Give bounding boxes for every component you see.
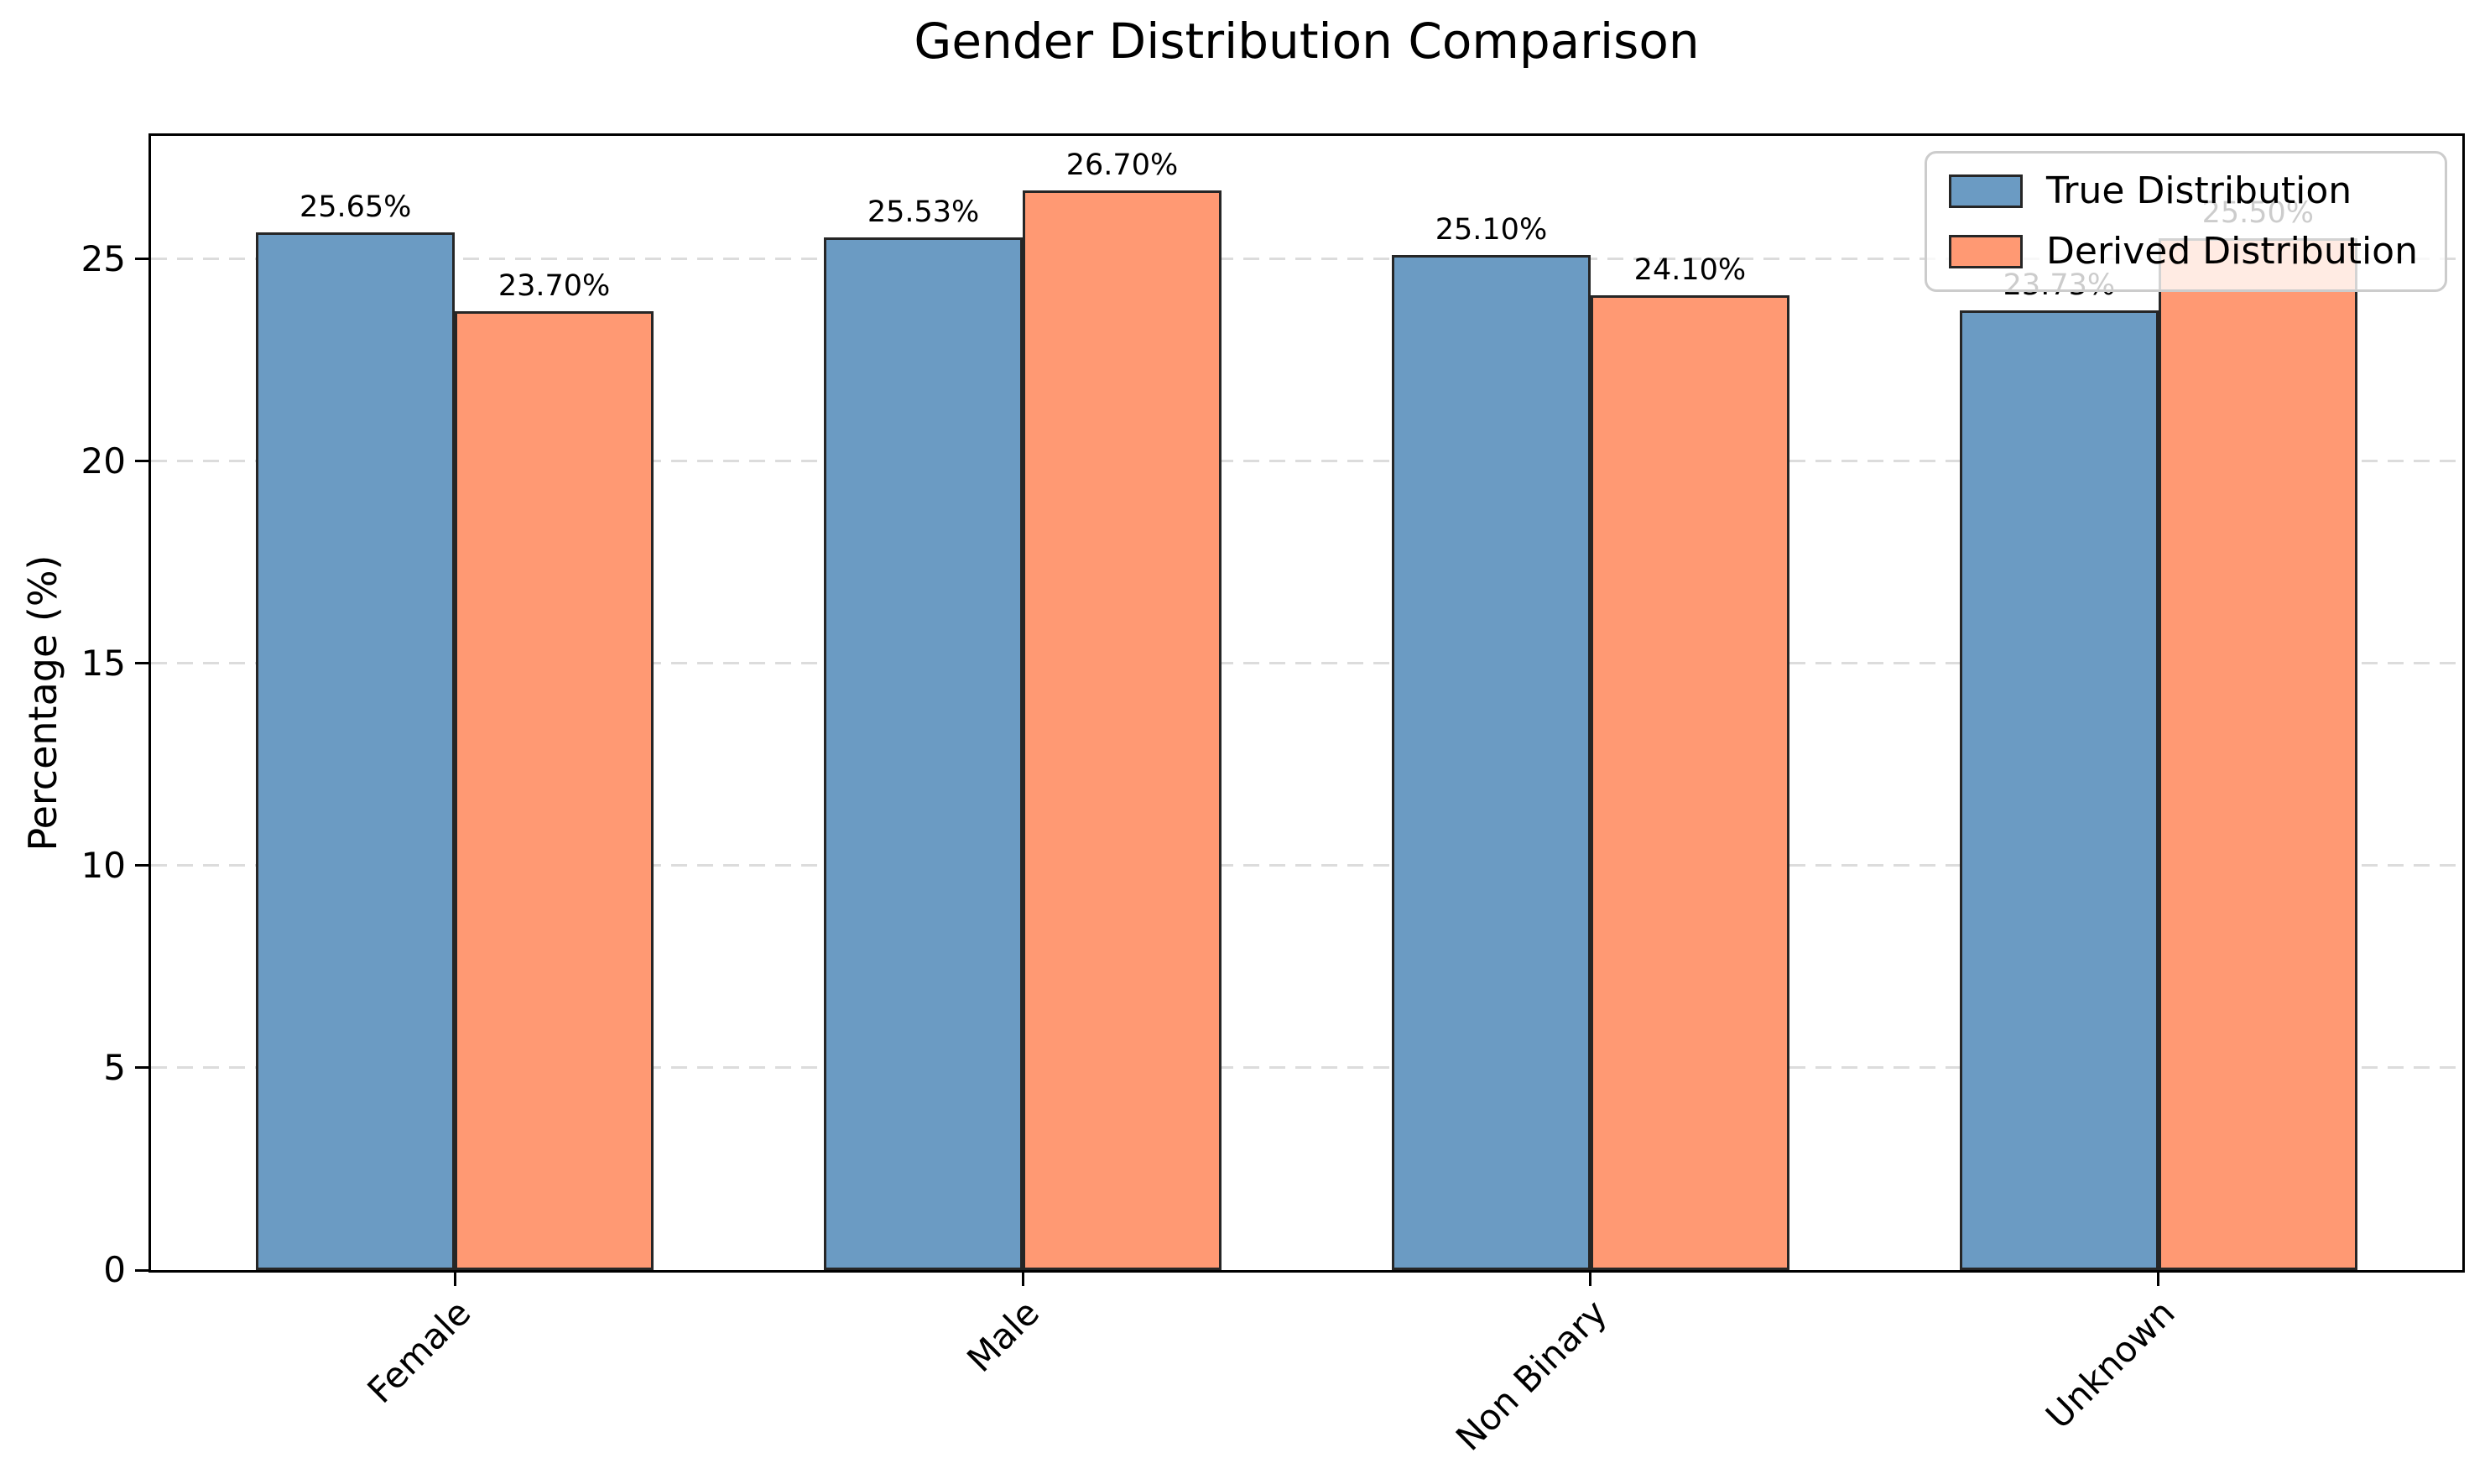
plot-area: 0 5 10 15 20 25 Female Male Non Binary Unknown 25.… (81, 133, 2465, 1459)
bar-derived-distribution-male (1023, 190, 1222, 1270)
gridline-20 (151, 460, 2462, 463)
y-tick-20 (135, 460, 148, 463)
x-tick-male (1021, 1273, 1024, 1286)
x-tick-non-binary (1589, 1273, 1592, 1286)
x-tick-female (453, 1273, 456, 1286)
bar-true-distribution-unknown (1959, 310, 2159, 1270)
bar-value-label-true-distribution-non-binary: 25.10% (1435, 212, 1548, 247)
y-tick-10 (135, 864, 148, 867)
x-tick-label-non-binary: Non Binary (1447, 1292, 1615, 1459)
gridline-5 (151, 1066, 2462, 1070)
bar-derived-distribution-female (455, 311, 654, 1270)
y-tick-15 (135, 662, 148, 665)
gridline-25 (151, 258, 2462, 261)
y-tick-label-25: 25 (81, 237, 126, 279)
y-tick-label-5: 5 (103, 1046, 126, 1088)
x-tick-label-unknown: Unknown (2037, 1292, 2183, 1437)
chart-title: Gender Distribution Comparison (914, 13, 1700, 70)
y-tick-label-10: 10 (81, 844, 126, 886)
legend-swatch-derived-distribution (1949, 235, 2023, 269)
legend-swatch-true-distribution (1949, 174, 2023, 209)
y-tick-0 (135, 1268, 148, 1272)
legend-item-derived-distribution: Derived Distribution (1949, 232, 2418, 271)
y-tick-label-20: 20 (81, 440, 126, 482)
bar-derived-distribution-unknown (2158, 238, 2357, 1270)
y-tick-label-0: 0 (103, 1249, 126, 1290)
legend: True Distribution Derived Distribution (1925, 151, 2447, 293)
bar-derived-distribution-non-binary (1590, 294, 1789, 1270)
bar-value-label-derived-distribution-non-binary: 24.10% (1633, 253, 1747, 287)
legend-item-true-distribution: True Distribution (1949, 169, 2418, 212)
x-tick-label-female: Female (359, 1292, 479, 1412)
x-tick-unknown (2157, 1273, 2160, 1286)
y-tick-label-15: 15 (81, 642, 126, 684)
bar-value-label-derived-distribution-female: 23.70% (497, 269, 611, 304)
bar-value-label-true-distribution-male: 25.53% (867, 195, 980, 230)
x-tick-label-male: Male (958, 1292, 1047, 1380)
gridline-15 (151, 662, 2462, 665)
legend-label-derived-distribution: Derived Distribution (2046, 230, 2418, 273)
bar-value-label-derived-distribution-male: 26.70% (1065, 148, 1179, 182)
y-axis-title: Percentage (%) (20, 555, 65, 851)
y-tick-5 (135, 1066, 148, 1070)
gridline-10 (151, 864, 2462, 867)
y-tick-25 (135, 258, 148, 261)
bar-value-label-true-distribution-female: 25.65% (299, 190, 412, 225)
bar-true-distribution-male (824, 237, 1024, 1270)
bar-true-distribution-non-binary (1392, 254, 1591, 1270)
bar-true-distribution-female (256, 232, 456, 1270)
legend-label-true-distribution: True Distribution (2046, 169, 2352, 212)
